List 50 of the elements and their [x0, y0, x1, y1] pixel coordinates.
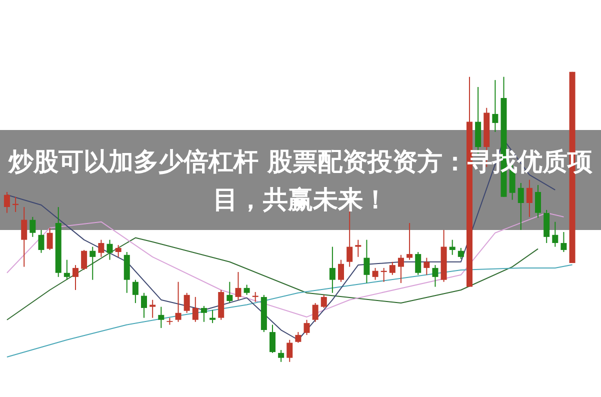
candlestick: [90, 246, 96, 280]
candlestick: [200, 305, 207, 322]
candlestick: [329, 246, 336, 294]
candlestick: [518, 182, 524, 230]
candlestick: [98, 239, 104, 258]
candlestick: [244, 284, 250, 296]
candlestick: [449, 239, 456, 256]
candlestick: [286, 339, 293, 362]
candlestick: [415, 252, 422, 276]
candlestick: [184, 292, 190, 314]
candlestick: [21, 206, 28, 268]
candlestick: [424, 257, 430, 276]
candlestick: [210, 310, 216, 324]
candlestick: [492, 80, 498, 132]
candlestick: [64, 259, 70, 280]
candlestick: [150, 299, 156, 318]
candlestick: [226, 281, 233, 304]
candlestick: [535, 184, 542, 218]
candlestick: [320, 294, 327, 308]
candlestick: [304, 319, 310, 336]
candlestick: [72, 264, 78, 290]
candlestick: [364, 239, 370, 284]
candlestick: [158, 306, 164, 328]
candlestick: [115, 244, 122, 258]
candlestick: [398, 254, 404, 284]
candlestick: [175, 281, 182, 322]
candlestick: [269, 324, 276, 354]
candlestick: [141, 292, 148, 318]
candlestick: [389, 261, 396, 276]
candlestick: [295, 332, 302, 344]
candlestick: [192, 296, 198, 322]
candlestick: [81, 249, 88, 270]
candlestick: [552, 221, 558, 248]
candlestick: [38, 229, 44, 254]
candlestick: [526, 179, 532, 218]
candlestick: [432, 264, 438, 288]
candlestick: [355, 239, 362, 258]
candlestick: [235, 272, 242, 300]
candlestick: [106, 239, 113, 260]
candlestick: [372, 267, 378, 280]
candlestick: [458, 247, 464, 260]
candlestick: [132, 279, 138, 304]
candlestick: [338, 259, 344, 282]
candlestick: [312, 302, 318, 322]
candlestick: [4, 191, 10, 214]
candlestick: [560, 231, 567, 253]
candlestick: [278, 350, 284, 362]
candlestick: [406, 222, 413, 260]
candlestick: [46, 227, 53, 250]
candlestick: [30, 216, 36, 238]
